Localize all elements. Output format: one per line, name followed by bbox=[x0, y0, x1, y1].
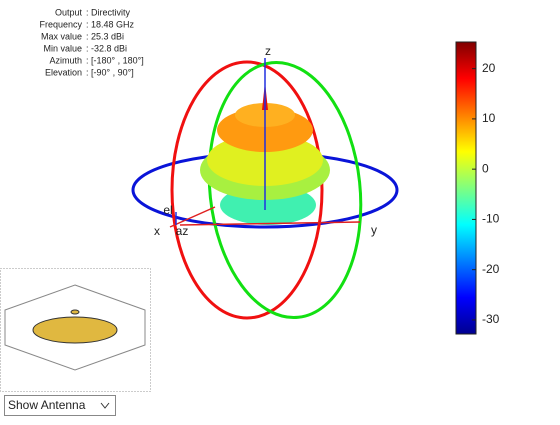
info-value: : 18.48 GHz bbox=[86, 19, 135, 29]
info-value: : [-90° , 90°] bbox=[86, 67, 134, 77]
axis-label: z bbox=[265, 44, 271, 58]
info-label: Output bbox=[55, 7, 83, 17]
colorbar-tick-label: 10 bbox=[482, 111, 496, 125]
x-axis bbox=[169, 206, 216, 228]
colorbar-tick-label: -20 bbox=[482, 262, 500, 276]
dropdown[interactable] bbox=[4, 395, 116, 416]
info-value: : 25.3 dBi bbox=[86, 31, 124, 41]
colorbar-tick-label: 20 bbox=[482, 61, 496, 75]
axis-label: el bbox=[163, 203, 172, 217]
colorbar: 20 10 0 -10 -20 -30 bbox=[455, 41, 500, 335]
elevation-circle bbox=[170, 60, 324, 320]
elevation-circle bbox=[207, 60, 363, 320]
colorbar-tick-label: -30 bbox=[482, 312, 500, 326]
info-label: Frequency bbox=[39, 19, 82, 29]
antenna-patch bbox=[32, 316, 118, 344]
info-value: : -32.8 dBi bbox=[86, 43, 127, 53]
info-label: Azimuth bbox=[49, 55, 82, 65]
dropdown-arrow[interactable] bbox=[100, 402, 110, 409]
colorbar-tick-label: -10 bbox=[482, 212, 500, 226]
info-label: Min value bbox=[43, 43, 82, 53]
antenna-view-frame bbox=[0, 268, 151, 392]
info-value: : [-180° , 180°] bbox=[86, 55, 144, 65]
colorbar-tick-label: 0 bbox=[482, 161, 489, 175]
axis-label: x bbox=[154, 224, 160, 238]
antenna-feed bbox=[70, 309, 80, 315]
dropdown-text[interactable]: Show Antenna bbox=[8, 398, 86, 412]
info-label: Elevation bbox=[45, 67, 82, 77]
y-axis bbox=[179, 221, 361, 226]
axis-label: az bbox=[176, 224, 189, 238]
info-label: Max value bbox=[41, 31, 82, 41]
colorbar-scale bbox=[455, 41, 477, 335]
pattern-3d bbox=[131, 58, 399, 320]
info-value: : Directivity bbox=[86, 7, 131, 17]
axis-label: y bbox=[371, 223, 377, 237]
info-panel: Output: Directivity Frequency : 18.48 GHz M… bbox=[39, 7, 143, 77]
